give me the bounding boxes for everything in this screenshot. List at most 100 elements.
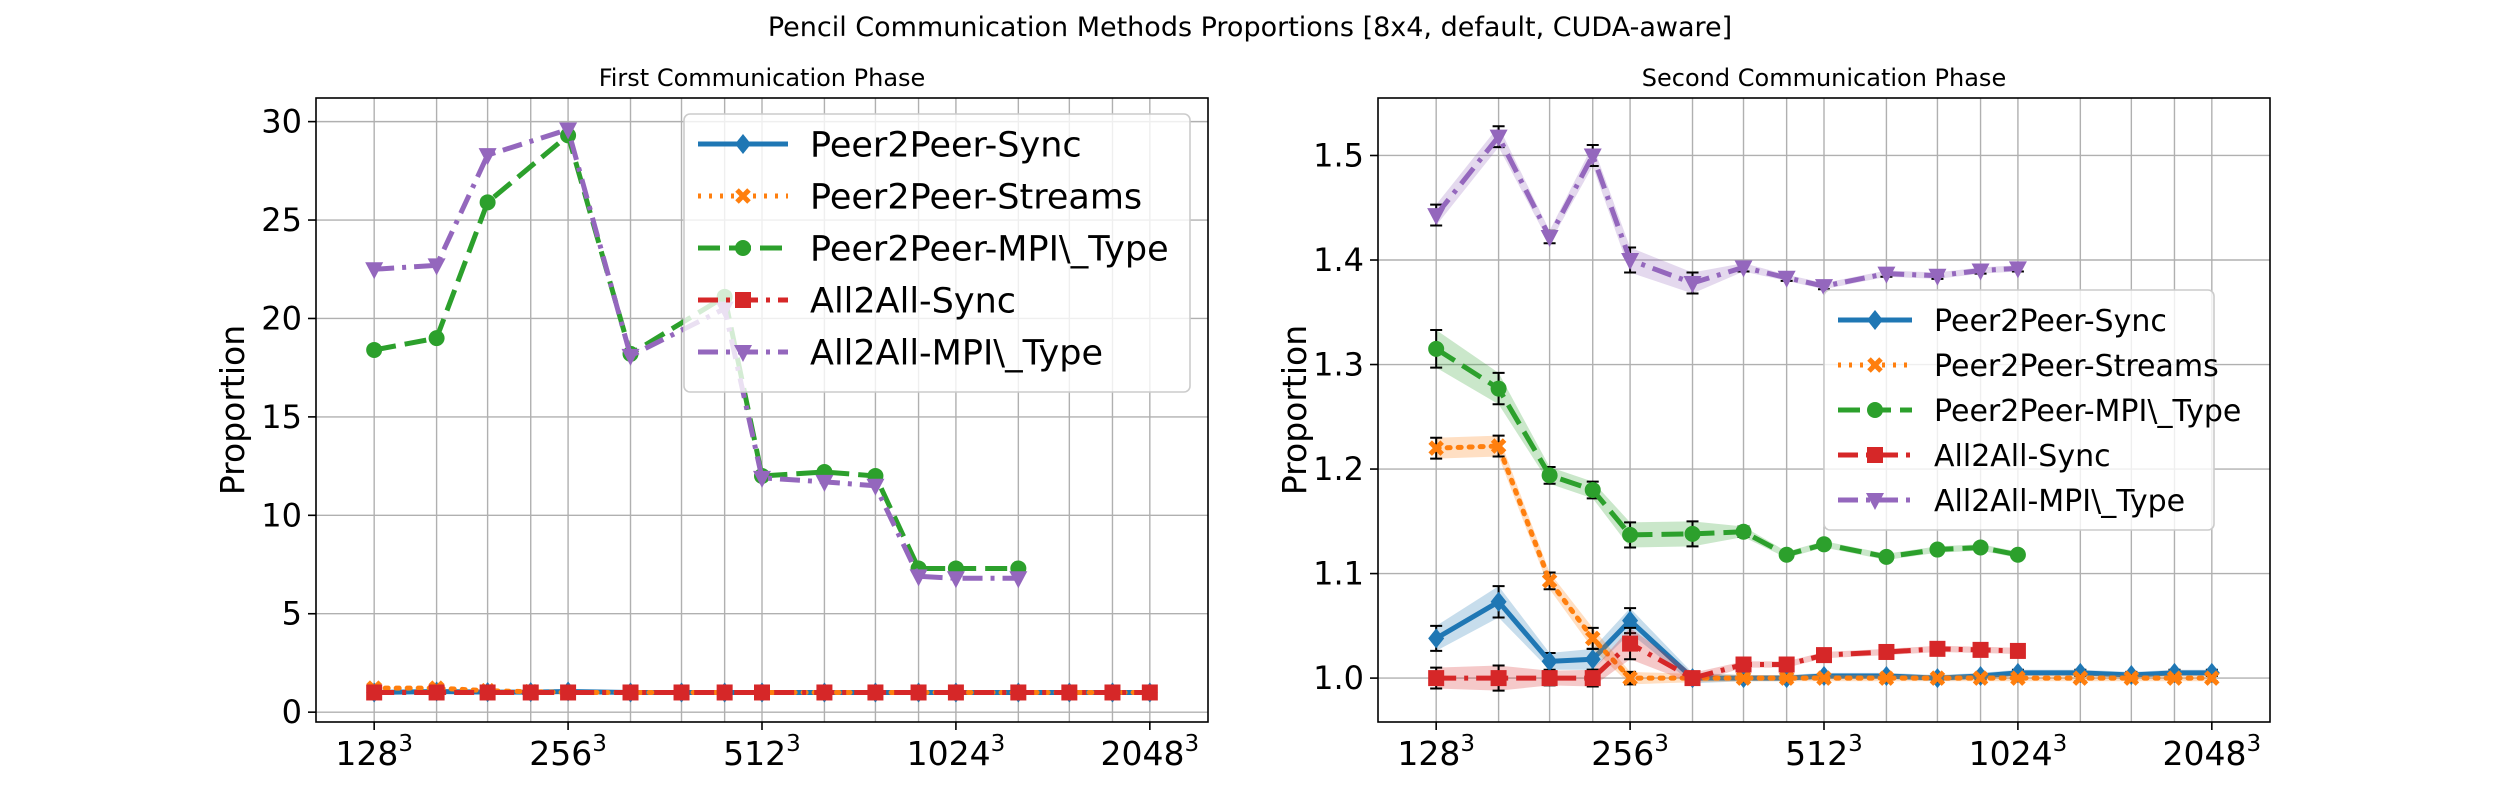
legend-label: All2All-Sync (1934, 439, 2111, 474)
data-point (1489, 129, 1508, 147)
data-point (1778, 546, 1795, 563)
legend-box (683, 113, 1191, 393)
data-point (1622, 635, 1639, 652)
data-point (1816, 670, 1832, 686)
data-point (1929, 670, 1946, 686)
data-point (1971, 263, 1990, 281)
legend-marker (1866, 493, 1884, 510)
data-point (478, 148, 497, 166)
error-band (1436, 126, 2018, 294)
data-point (560, 684, 577, 701)
x-tick-label: 5123 (1785, 731, 1863, 773)
data-point (1622, 610, 1639, 631)
data-point (754, 684, 770, 701)
legend-label: All2All-MPI\_Type (1934, 484, 2185, 519)
legend-label: All2All-MPI\_Type (810, 334, 1103, 374)
data-point (815, 474, 834, 492)
chart-panel-2: 1.0 1.1 1.2 1.3 1.4 1.5 1283 2563 5123 10243 20483… (1275, 64, 2271, 773)
chart-panel-1: 0 5 10 15 20 25 30 1283 2563 5123 10243 20483 First … (213, 64, 1209, 773)
data-point (1010, 684, 1027, 701)
data-point (1428, 340, 1445, 357)
data-point (1684, 670, 1701, 687)
x-tick-label: 5123 (723, 731, 801, 773)
data-point (1428, 670, 1445, 687)
panel-title: First Communication Phase (599, 64, 926, 92)
data-point (1777, 270, 1796, 288)
data-point (1877, 266, 1896, 284)
series-all2all-sync (366, 684, 1158, 701)
data-point (716, 684, 733, 701)
y-tick-label: 30 (261, 103, 302, 141)
data-point (1061, 684, 1078, 701)
data-point (1428, 440, 1444, 456)
data-point (1929, 541, 1946, 558)
x-tick-label: 1283 (1397, 731, 1475, 773)
data-point (2010, 670, 2026, 686)
legend: Peer2Peer-Sync Peer2Peer-Streams Peer2Peer… (683, 113, 1191, 393)
data-point (1490, 670, 1507, 687)
figure-title: Pencil Communication Methods Proportions… (767, 12, 1733, 43)
data-point (1541, 467, 1558, 484)
panel-title: Second Communication Phase (1642, 64, 2006, 92)
data-point (428, 330, 445, 347)
legend-label: Peer2Peer-Streams (810, 178, 1142, 218)
y-tick-label: 1.4 (1313, 241, 1364, 279)
y-axis-label: Proportion (1275, 325, 1314, 495)
y-axis-label: Proportion (213, 325, 252, 495)
data-point (753, 470, 771, 488)
legend-marker (735, 292, 751, 308)
data-point (1490, 438, 1507, 454)
legend-marker (735, 134, 751, 154)
data-point (1878, 548, 1895, 565)
data-point (673, 684, 690, 701)
data-point (1584, 649, 1601, 670)
data-point (1816, 647, 1832, 664)
y-tick-label: 0 (282, 693, 302, 731)
data-point (428, 684, 445, 701)
data-point (1972, 539, 1989, 556)
data-point (816, 684, 833, 701)
legend-label: Peer2Peer-Streams (1934, 349, 2219, 384)
data-point (1684, 525, 1701, 542)
x-tick-label: 1283 (335, 731, 413, 773)
y-tick-label: 5 (282, 595, 302, 633)
y-tick-label: 1.5 (1313, 136, 1364, 174)
data-point (2009, 642, 2026, 659)
error-band (1436, 627, 2018, 691)
data-point (1778, 670, 1795, 686)
data-point (1734, 260, 1753, 278)
legend: Peer2Peer-Sync Peer2Peer-Streams Peer2Peer… (1823, 289, 2241, 531)
x-tick-label: 20483 (1101, 731, 1200, 773)
x-tick-label: 10243 (1969, 731, 2068, 773)
legend-label: All2All-Sync (810, 282, 1016, 322)
data-point (1972, 641, 1989, 658)
data-point (1735, 670, 1752, 686)
legend-box (1823, 289, 2215, 531)
data-point (909, 569, 928, 587)
legend-marker (734, 345, 752, 362)
series-all2all-mpi-type (1427, 125, 2027, 297)
x-tick-label: 10243 (907, 731, 1006, 773)
y-tick-label: 15 (261, 398, 302, 436)
y-tick-label: 10 (261, 496, 302, 534)
data-point (2166, 670, 2183, 686)
y-tick-label: 1.2 (1313, 450, 1364, 488)
y-tick-label: 1.1 (1313, 555, 1364, 593)
data-point (622, 684, 639, 701)
data-point (2072, 670, 2089, 686)
legend-marker (1867, 357, 1883, 373)
series-line (374, 126, 1019, 581)
y-tick-label: 20 (261, 299, 302, 337)
y-tick-label: 1.0 (1313, 659, 1364, 697)
series-all2all-mpi-type (365, 122, 1028, 589)
data-point (1541, 651, 1558, 672)
data-point (1584, 481, 1601, 498)
data-point (947, 684, 964, 701)
data-point (1735, 656, 1752, 673)
data-point (1972, 670, 1989, 686)
data-point (1584, 670, 1601, 687)
data-point (1141, 684, 1158, 701)
data-point (1816, 536, 1832, 553)
